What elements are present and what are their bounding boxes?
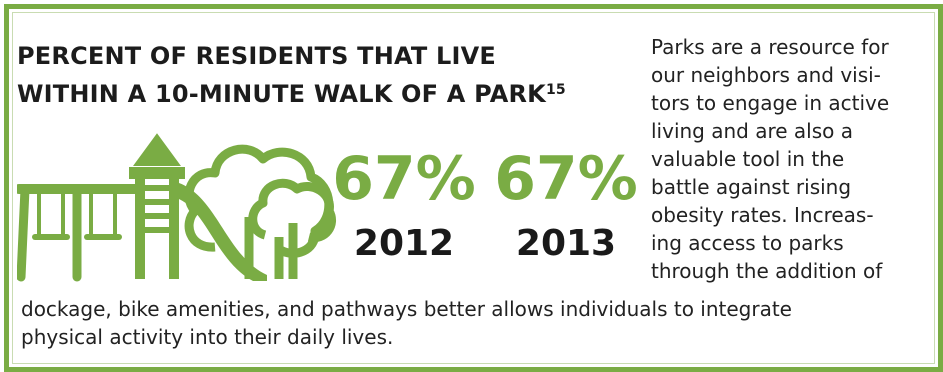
title-line-2: WITHIN A 10-MINUTE WALK OF A PARK xyxy=(17,80,546,108)
side-line: battle against rising xyxy=(651,175,852,199)
side-line: obesity rates. Increas- xyxy=(651,203,874,227)
side-line: Parks are a resource for xyxy=(651,35,889,59)
stat-year: 2012 xyxy=(353,223,455,264)
side-line: through the addition of xyxy=(651,259,883,283)
bottom-paragraph: dockage, bike amenities, and pathways be… xyxy=(21,295,936,351)
bottom-line: dockage, bike amenities, and pathways be… xyxy=(21,297,792,321)
stat-percent: 67% xyxy=(332,144,476,214)
side-line: our neighbors and visi- xyxy=(651,63,881,87)
side-paragraph: Parks are a resource for our neighbors a… xyxy=(651,33,941,285)
stat-year: 2013 xyxy=(515,223,617,264)
bottom-line: physical activity into their daily lives… xyxy=(21,325,394,349)
panel-title: PERCENT OF RESIDENTS THAT LIVE WITHIN A … xyxy=(17,37,637,113)
title-line-1: PERCENT OF RESIDENTS THAT LIVE xyxy=(17,42,497,70)
tree-icon xyxy=(184,144,336,279)
side-line: valuable tool in the xyxy=(651,147,845,171)
stat-2012: 67% 2012 xyxy=(329,147,479,265)
swing-set-icon xyxy=(17,184,140,282)
side-line: ing access to parks xyxy=(651,231,844,255)
playground-slide-icon xyxy=(129,133,267,281)
park-illustration xyxy=(17,133,336,282)
inner-border xyxy=(12,12,935,364)
side-line: living and are also a xyxy=(651,119,854,143)
footnote-marker: 15 xyxy=(545,82,566,98)
side-line: tors to engage in active xyxy=(651,91,890,115)
stat-percent: 67% xyxy=(494,144,638,214)
stat-2013: 67% 2013 xyxy=(491,147,641,265)
infographic-panel: PERCENT OF RESIDENTS THAT LIVE WITHIN A … xyxy=(4,4,943,372)
